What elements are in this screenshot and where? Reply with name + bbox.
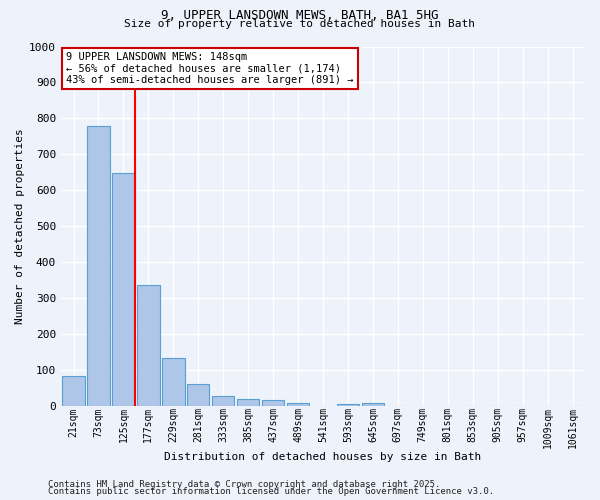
Bar bbox=[137, 286, 160, 406]
Text: 9 UPPER LANSDOWN MEWS: 148sqm
← 56% of detached houses are smaller (1,174)
43% o: 9 UPPER LANSDOWN MEWS: 148sqm ← 56% of d… bbox=[66, 52, 354, 85]
Text: 9, UPPER LANSDOWN MEWS, BATH, BA1 5HG: 9, UPPER LANSDOWN MEWS, BATH, BA1 5HG bbox=[161, 9, 439, 22]
Y-axis label: Number of detached properties: Number of detached properties bbox=[15, 128, 25, 324]
Bar bbox=[87, 126, 110, 406]
Text: Contains public sector information licensed under the Open Government Licence v3: Contains public sector information licen… bbox=[48, 488, 494, 496]
Bar bbox=[287, 404, 309, 406]
Bar bbox=[337, 404, 359, 406]
Bar bbox=[112, 173, 134, 406]
Bar bbox=[262, 400, 284, 406]
Text: Size of property relative to detached houses in Bath: Size of property relative to detached ho… bbox=[125, 19, 476, 29]
Bar bbox=[187, 384, 209, 406]
Text: Contains HM Land Registry data © Crown copyright and database right 2025.: Contains HM Land Registry data © Crown c… bbox=[48, 480, 440, 489]
Bar bbox=[162, 358, 185, 406]
Bar bbox=[362, 404, 384, 406]
X-axis label: Distribution of detached houses by size in Bath: Distribution of detached houses by size … bbox=[164, 452, 482, 462]
Bar bbox=[62, 376, 85, 406]
Bar bbox=[237, 400, 259, 406]
Bar bbox=[212, 396, 235, 406]
